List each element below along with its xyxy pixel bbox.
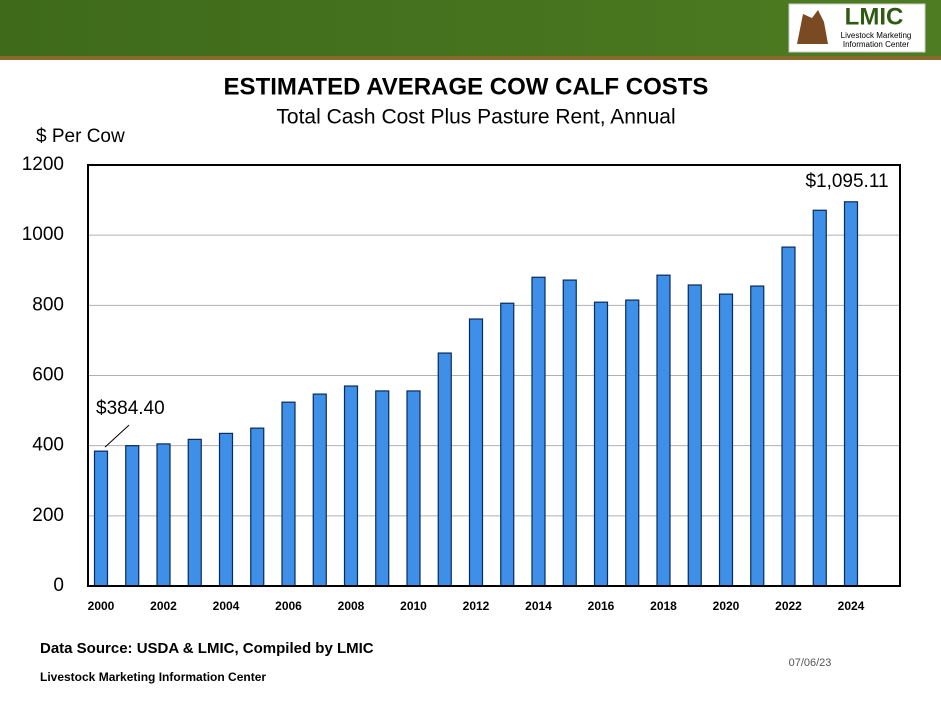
- bar: [312, 393, 327, 587]
- date-note: 07/06/23: [789, 657, 832, 669]
- x-tick-label: 2022: [775, 599, 802, 613]
- header-rule: [0, 56, 941, 60]
- y-tick-label: 1000: [22, 224, 64, 245]
- x-tick-label: 2002: [150, 599, 177, 613]
- bar: [250, 427, 265, 587]
- bar: [531, 276, 546, 587]
- bar: [93, 450, 109, 587]
- x-tick-label: 2020: [713, 599, 740, 613]
- plot-frame: [87, 164, 901, 587]
- x-tick-label: 2006: [275, 599, 302, 613]
- bar: [343, 385, 359, 587]
- bar: [781, 246, 796, 587]
- header-band: [0, 0, 941, 56]
- bar: [468, 318, 484, 587]
- y-tick-label: 200: [32, 505, 64, 526]
- x-tick-label: 2018: [650, 599, 677, 613]
- bar: [843, 201, 859, 587]
- source-note: Data Source: USDA & LMIC, Compiled by LM…: [40, 640, 374, 657]
- bar: [125, 445, 140, 587]
- x-tick-label: 2016: [588, 599, 615, 613]
- x-tick-label: 2012: [463, 599, 490, 613]
- bar: [656, 274, 671, 587]
- value-label: $1,095.11: [805, 171, 888, 192]
- x-tick-label: 2000: [88, 599, 115, 613]
- y-tick-label: 1200: [22, 154, 64, 175]
- bar: [437, 352, 452, 587]
- bar: [718, 293, 734, 587]
- bar: [750, 285, 765, 587]
- y-axis-label: $ Per Cow: [36, 126, 125, 147]
- bar: [156, 443, 171, 587]
- bar: [281, 401, 296, 587]
- bar: [625, 299, 640, 587]
- x-tick-label: 2004: [213, 599, 240, 613]
- chart-title: ESTIMATED AVERAGE COW CALF COSTS: [224, 73, 709, 100]
- leader-line: [104, 424, 130, 448]
- x-tick-label: 2024: [838, 599, 865, 613]
- value-label: $384.40: [96, 398, 165, 419]
- y-tick-label: 400: [32, 435, 64, 456]
- x-tick-label: 2008: [338, 599, 365, 613]
- logo-icon: [797, 10, 828, 44]
- y-tick-label: 600: [32, 365, 64, 386]
- logo-line: Livestock Marketing: [841, 31, 912, 40]
- logo-name: LMIC: [845, 3, 904, 30]
- logo-line: Information Center: [843, 40, 910, 49]
- bar: [687, 284, 702, 587]
- bar: [562, 279, 577, 587]
- x-tick-label: 2010: [400, 599, 427, 613]
- y-tick-label: 0: [53, 575, 64, 596]
- bar: [406, 390, 421, 587]
- y-tick-label: 800: [32, 294, 64, 315]
- org-note: Livestock Marketing Information Center: [40, 670, 266, 684]
- bar: [812, 209, 827, 587]
- x-tick-label: 2014: [525, 599, 552, 613]
- bar: [218, 432, 234, 587]
- bar: [375, 390, 390, 587]
- bar: [593, 301, 609, 587]
- chart-subtitle: Total Cash Cost Plus Pasture Rent, Annua…: [276, 106, 675, 129]
- plot: 0 200 400 600 800 1000 1200 2000 $384.40 2002 2004…: [22, 154, 901, 613]
- bar: [500, 302, 515, 587]
- bar: [187, 438, 202, 587]
